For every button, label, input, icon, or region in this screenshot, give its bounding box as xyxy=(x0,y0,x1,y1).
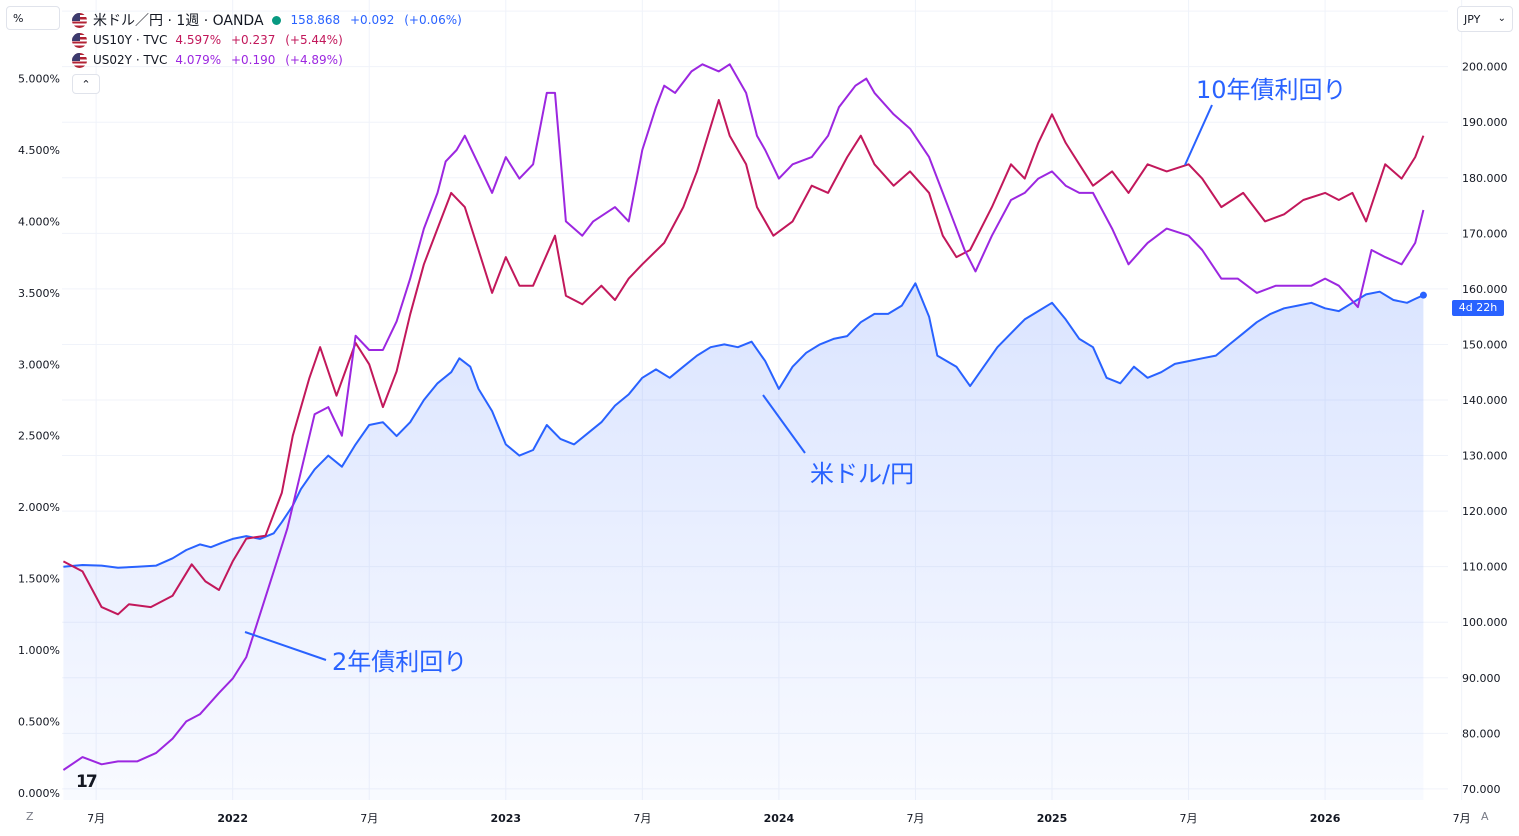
auto-scale-label: A xyxy=(1481,810,1489,823)
left-tick-label: 1.000% xyxy=(18,644,60,657)
left-tick-label: 1.500% xyxy=(18,573,60,586)
x-tick-label: 2023 xyxy=(490,812,521,825)
usdjpy-area xyxy=(63,283,1424,800)
x-tick-label: 7月 xyxy=(1453,812,1471,825)
x-tick-label: 7月 xyxy=(1180,812,1198,825)
left-tick-label: 5.000% xyxy=(18,73,60,86)
usdjpy-pointer xyxy=(762,394,806,454)
legend-symbol-main: 米ドル／円 · 1週 · OANDA xyxy=(93,13,264,29)
legend-row-main[interactable]: 米ドル／円 · 1週 · OANDA 158.868 +0.092 (+0.06… xyxy=(72,10,468,30)
x-tick-label: 2022 xyxy=(217,812,248,825)
x-tick-label: 2024 xyxy=(764,812,795,825)
annotation-ten-year: 10年債利回り xyxy=(1196,76,1347,104)
right-tick-label: 90.000 xyxy=(1462,672,1501,685)
us-flag-icon xyxy=(72,32,87,48)
left-axis: 0.000% 0.500% 1.000% 1.500% 2.000% 2.500% 3.00… xyxy=(18,73,60,800)
legend-change-us02y: +0.190 xyxy=(230,53,276,67)
currency-select[interactable]: JPY ⌄ xyxy=(1457,6,1513,32)
annotation-usdjpy: 米ドル/円 xyxy=(810,460,914,488)
legend-values-us02y: 4.079% +0.190 (+4.89%) xyxy=(175,53,348,67)
right-tick-label: 190.000 xyxy=(1462,116,1508,129)
percent-scale-button[interactable]: % xyxy=(6,6,60,30)
annotation-two-year: 2年債利回り xyxy=(332,648,467,676)
legend-values-us10y: 4.597% +0.237 (+5.44%) xyxy=(175,33,348,47)
ten-year-pointer xyxy=(1184,104,1213,166)
legend-symbol-us10y: US10Y · TVC xyxy=(93,33,168,47)
zoom-button-label: Z xyxy=(26,810,34,823)
legend-values-main: 158.868 +0.092 (+0.06%) xyxy=(291,13,468,27)
left-tick-label: 0.500% xyxy=(18,715,60,728)
two-year-pointer xyxy=(244,631,327,661)
left-tick-label: 2.500% xyxy=(18,430,60,443)
right-tick-label: 140.000 xyxy=(1462,394,1508,407)
legend-collapse-button[interactable]: ⌃ xyxy=(72,74,100,94)
chevron-up-icon: ⌃ xyxy=(81,77,91,91)
x-tick-label: 2026 xyxy=(1310,812,1341,825)
legend-row-us10y[interactable]: US10Y · TVC 4.597% +0.237 (+5.44%) xyxy=(72,30,468,50)
right-axis: 70.000 80.000 90.000 100.000 110.000 120.000 1… xyxy=(1462,5,1508,796)
right-tick-label: 180.000 xyxy=(1462,172,1508,185)
chevron-down-icon: ⌄ xyxy=(1497,13,1506,24)
right-tick-label: 120.000 xyxy=(1462,505,1508,518)
x-tick-label: 7月 xyxy=(87,812,105,825)
x-axis: 7月 2022 7月 2023 7月 2024 7月 2025 7月 2026 7月 xyxy=(87,812,1471,825)
right-tick-label: 150.000 xyxy=(1462,338,1508,351)
left-tick-label: 4.000% xyxy=(18,215,60,228)
countdown-label: 4d 22h xyxy=(1458,301,1498,314)
series-layer xyxy=(62,63,1427,800)
right-tick-label: 100.000 xyxy=(1462,616,1508,629)
us02y-line xyxy=(62,63,1425,771)
tradingview-logo-icon[interactable]: 17 xyxy=(76,772,98,792)
legend-price-us02y: 4.079% xyxy=(175,53,222,67)
right-tick-label: 200.000 xyxy=(1462,61,1508,74)
legend-price-us10y: 4.597% xyxy=(175,33,222,47)
right-tick-label: 110.000 xyxy=(1462,561,1508,574)
legend-change-main: +0.092 xyxy=(350,13,395,27)
legend: 米ドル／円 · 1週 · OANDA 158.868 +0.092 (+0.06… xyxy=(72,10,468,94)
legend-symbol-us02y: US02Y · TVC xyxy=(93,53,168,67)
left-tick-label: 2.000% xyxy=(18,501,60,514)
left-tick-label: 0.000% xyxy=(18,787,60,800)
legend-price-main: 158.868 xyxy=(290,13,341,27)
legend-change-pct-us02y: (+4.89%) xyxy=(285,53,343,67)
zoom-button[interactable]: Z xyxy=(26,810,34,823)
percent-button-label: % xyxy=(13,12,24,25)
x-tick-label: 7月 xyxy=(906,812,924,825)
annotations-layer: 10年債利回り 2年債利回り 米ドル/円 xyxy=(244,76,1347,676)
auto-scale-button[interactable]: A xyxy=(1481,810,1489,823)
x-tick-label: 7月 xyxy=(633,812,651,825)
right-tick-label: 160.000 xyxy=(1462,283,1508,296)
x-tick-label: 7月 xyxy=(360,812,378,825)
legend-change-pct-main: (+0.06%) xyxy=(404,13,462,27)
right-tick-label: 80.000 xyxy=(1462,727,1501,740)
legend-change-us10y: +0.237 xyxy=(230,33,276,47)
legend-row-us02y[interactable]: US02Y · TVC 4.079% +0.190 (+4.89%) xyxy=(72,50,468,70)
currency-label: JPY xyxy=(1464,13,1481,26)
x-tick-label: 2025 xyxy=(1037,812,1068,825)
right-tick-label: 70.000 xyxy=(1462,783,1501,796)
countdown-price-tag: 4d 22h xyxy=(1452,300,1504,316)
left-tick-label: 3.000% xyxy=(18,358,60,371)
right-tick-label: 170.000 xyxy=(1462,227,1508,240)
left-tick-label: 4.500% xyxy=(18,144,60,157)
usdjpy-last-point xyxy=(1419,291,1427,299)
left-tick-label: 3.500% xyxy=(18,287,60,300)
right-tick-label: 130.000 xyxy=(1462,450,1508,463)
market-open-icon xyxy=(271,15,281,25)
us10y-line xyxy=(62,99,1425,616)
legend-change-pct-us10y: (+5.44%) xyxy=(285,33,343,47)
us-flag-icon xyxy=(72,12,87,28)
usdjpy-line xyxy=(63,282,1424,569)
us-flag-icon xyxy=(72,52,87,68)
